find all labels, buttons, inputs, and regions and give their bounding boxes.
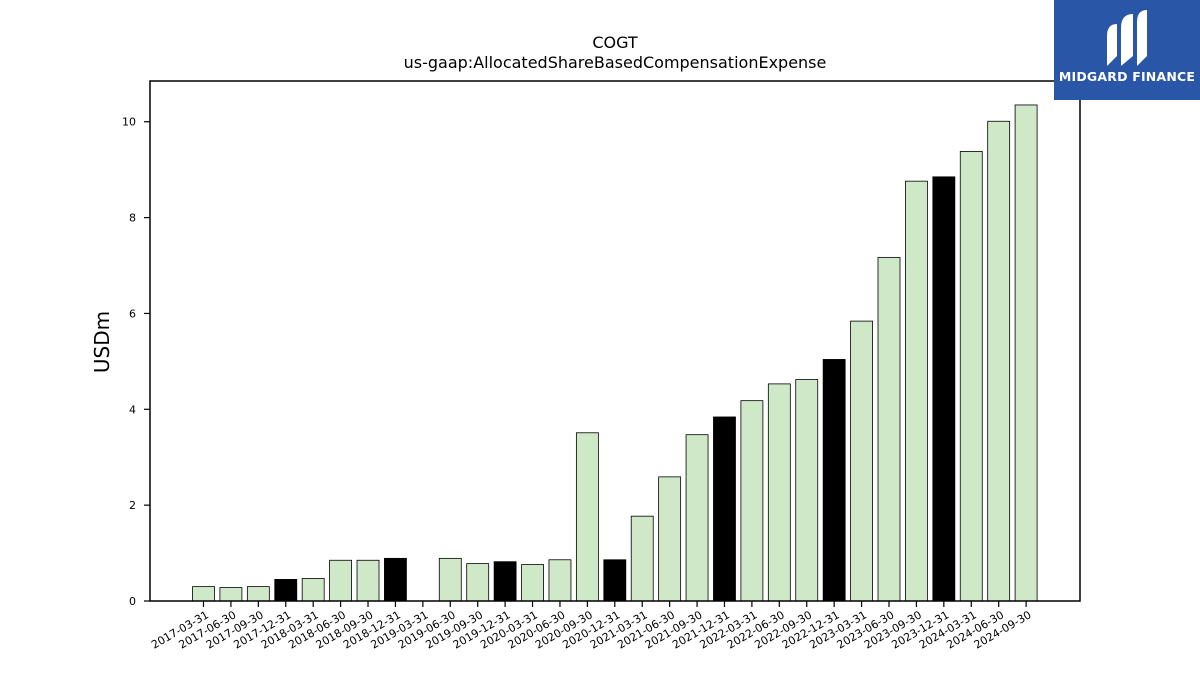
bar-2018-09-30 xyxy=(356,559,380,602)
bar-2018-12-31 xyxy=(384,557,407,602)
bar-2021-03-31 xyxy=(630,515,654,602)
bar-2023-03-31 xyxy=(850,320,873,602)
logo-text: MIDGARD FINANCE xyxy=(1058,69,1196,84)
bar-2024-06-30 xyxy=(987,120,1011,602)
bar-2022-03-31 xyxy=(740,400,764,602)
bar-2017-03-31 xyxy=(192,586,215,602)
plot-frame xyxy=(149,80,1081,602)
logo-mark-icon xyxy=(1107,10,1147,66)
y-tick-label: 8 xyxy=(129,212,136,225)
bar-2017-12-31 xyxy=(274,579,298,602)
bar-2019-06-30 xyxy=(438,557,462,602)
bar-2024-09-30 xyxy=(1014,104,1038,602)
chart-title: COGT xyxy=(592,33,638,52)
bar-2019-09-30 xyxy=(466,563,490,602)
y-tick-label: 4 xyxy=(129,403,136,416)
bar-2022-06-30 xyxy=(767,383,791,602)
y-tick-label: 0 xyxy=(129,595,136,608)
bar-2020-12-31 xyxy=(603,559,627,602)
bar-2021-06-30 xyxy=(658,476,682,602)
y-tick-label: 10 xyxy=(122,116,136,129)
y-tick-label: 2 xyxy=(129,499,136,512)
bar-2022-12-31 xyxy=(822,359,846,602)
bar-2021-12-31 xyxy=(713,416,736,602)
bar-2018-03-31 xyxy=(301,578,325,602)
x-axis: 2017-03-312017-06-302017-09-302017-12-31… xyxy=(149,601,1034,652)
bar-2022-09-30 xyxy=(795,379,819,602)
y-axis-label: USDm xyxy=(90,311,114,373)
bar-2020-03-31 xyxy=(521,564,544,602)
bar-2023-09-30 xyxy=(905,180,928,602)
bar-2021-09-30 xyxy=(685,434,709,602)
bar-2018-06-30 xyxy=(329,559,353,602)
bar-2023-12-31 xyxy=(932,176,956,602)
bars-layer xyxy=(192,104,1038,602)
midgard-finance-logo: MIDGARD FINANCE xyxy=(1054,0,1200,100)
bar-2020-06-30 xyxy=(548,559,572,602)
y-axis: 0 2 4 6 8 10 xyxy=(122,116,150,608)
bar-2024-03-31 xyxy=(959,151,983,602)
bar-2017-06-30 xyxy=(219,587,243,602)
bar-2023-06-30 xyxy=(877,256,901,602)
bar-2017-09-30 xyxy=(246,586,270,602)
bar-2019-12-31 xyxy=(493,561,517,602)
y-tick-label: 6 xyxy=(129,307,136,320)
chart-subtitle: us-gaap:AllocatedShareBasedCompensationE… xyxy=(404,53,827,72)
bar-2020-09-30 xyxy=(575,432,599,602)
